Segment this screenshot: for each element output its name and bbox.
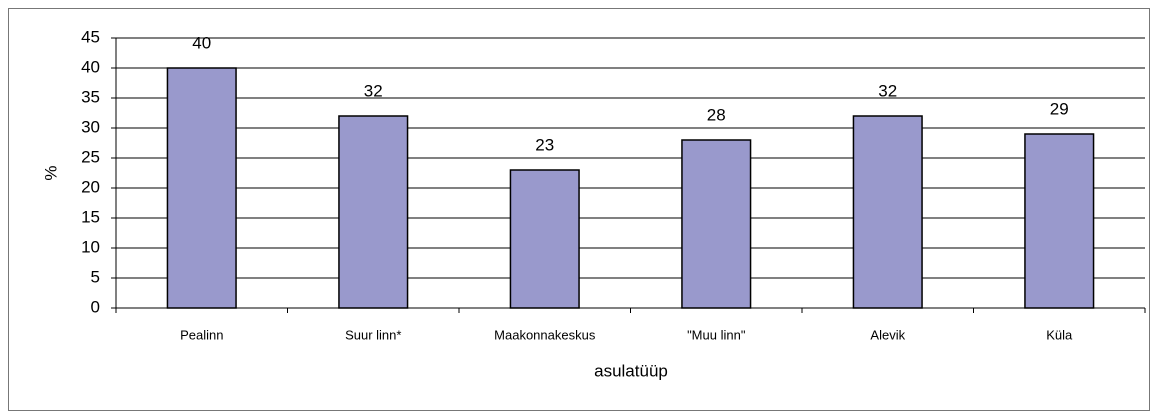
bar: [852, 115, 923, 309]
bar: [509, 169, 580, 309]
x-tick-label: Maakonnakeskus: [494, 327, 596, 342]
data-label: 32: [878, 81, 897, 100]
data-label: 29: [1050, 99, 1069, 118]
x-tick-label: Suur linn*: [345, 327, 401, 342]
x-tick-label: Küla: [1046, 327, 1073, 342]
x-tick-label: Pealinn: [180, 327, 223, 342]
y-tick-label: 5: [91, 267, 100, 286]
y-tick-label: 15: [81, 207, 100, 226]
y-tick-label: 40: [81, 57, 100, 76]
data-label: 28: [707, 105, 726, 124]
y-tick-label: 10: [81, 237, 100, 256]
bar: [166, 67, 237, 309]
y-tick-label: 45: [81, 27, 100, 46]
bar: [681, 139, 752, 309]
x-axis-label: asulatüüp: [594, 361, 668, 380]
x-tick-label: Alevik: [870, 327, 905, 342]
data-label: 32: [364, 81, 383, 100]
bar: [338, 115, 409, 309]
y-tick-label: 25: [81, 147, 100, 166]
data-label: 23: [535, 135, 554, 154]
y-tick-label: 35: [81, 87, 100, 106]
bar: [1024, 133, 1095, 309]
y-tick-label: 30: [81, 117, 100, 136]
y-tick-label: 0: [91, 297, 100, 316]
x-tick-label: "Muu linn": [687, 327, 746, 342]
data-label: 40: [192, 33, 211, 52]
y-tick-label: 20: [81, 177, 100, 196]
y-axis-label: %: [41, 165, 60, 180]
